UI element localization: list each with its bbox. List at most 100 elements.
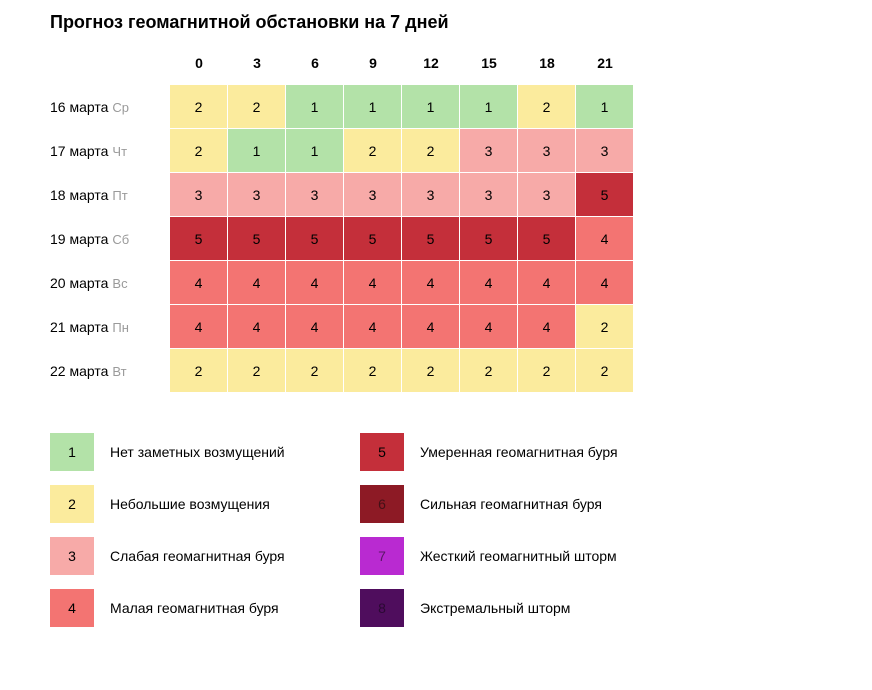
geomagnetic-forecast: Прогноз геомагнитной обстановки на 7 дне… [0, 0, 872, 657]
heatmap-cell: 2 [286, 349, 344, 393]
heatmap-cell: 4 [460, 305, 518, 349]
heatmap-cell: 1 [460, 85, 518, 129]
heatmap-cell: 4 [402, 261, 460, 305]
heatmap-cell: 3 [344, 173, 402, 217]
day-label: 17 марта Чт [50, 143, 170, 159]
hour-header: 18 [518, 55, 576, 71]
legend-label: Умеренная геомагнитная буря [420, 444, 618, 460]
legend-item: 1 Нет заметных возмущений [50, 433, 360, 471]
heatmap-cell: 3 [576, 129, 634, 173]
heatmap-cell: 2 [518, 349, 576, 393]
day-date: 21 марта [50, 319, 108, 335]
legend-label: Жесткий геомагнитный шторм [420, 548, 617, 564]
heatmap-cell: 4 [576, 217, 634, 261]
legend-label: Экстремальный шторм [420, 600, 570, 616]
heatmap-cell: 4 [460, 261, 518, 305]
legend-item: 2 Небольшие возмущения [50, 485, 360, 523]
heatmap-cell: 5 [170, 217, 228, 261]
day-dow: Сб [112, 232, 129, 247]
heatmap-cell: 1 [228, 129, 286, 173]
day-dow: Ср [112, 100, 129, 115]
day-label: 21 марта Пн [50, 319, 170, 335]
heatmap-cell: 4 [518, 261, 576, 305]
heatmap-cell: 5 [286, 217, 344, 261]
hour-header: 9 [344, 55, 402, 71]
hour-header: 21 [576, 55, 634, 71]
day-label: 18 мартаПт [50, 187, 170, 203]
heatmap-cell: 2 [576, 349, 634, 393]
legend-item: 7 Жесткий геомагнитный шторм [360, 537, 670, 575]
day-label: 16 марта Ср [50, 99, 170, 115]
day-dow: Чт [112, 144, 127, 159]
heatmap-cell: 4 [286, 261, 344, 305]
day-dow: Вт [112, 364, 126, 379]
heatmap-cell: 3 [228, 173, 286, 217]
heatmap-cell: 3 [460, 173, 518, 217]
heatmap-cell: 5 [576, 173, 634, 217]
heatmap-cell: 2 [170, 129, 228, 173]
page-title: Прогноз геомагнитной обстановки на 7 дне… [50, 12, 822, 33]
hour-header: 12 [402, 55, 460, 71]
legend-label: Нет заметных возмущений [110, 444, 285, 460]
legend-swatch: 7 [360, 537, 404, 575]
heatmap-cell: 2 [170, 85, 228, 129]
heatmap-cell: 1 [286, 129, 344, 173]
legend-swatch: 2 [50, 485, 94, 523]
heatmap-cell: 1 [344, 85, 402, 129]
legend-swatch: 5 [360, 433, 404, 471]
legend-label: Сильная геомагнитная буря [420, 496, 602, 512]
heatmap-cell: 4 [170, 305, 228, 349]
legend: 1 Нет заметных возмущений 5 Умеренная геома… [50, 433, 822, 627]
heatmap-cell: 2 [228, 349, 286, 393]
heatmap-cell: 4 [228, 261, 286, 305]
day-label: 22 марта Вт [50, 363, 170, 379]
legend-item: 3Слабая геомагнитная буря [50, 537, 360, 575]
legend-swatch: 4 [50, 589, 94, 627]
heatmap-cell: 2 [402, 349, 460, 393]
heatmap-cell: 5 [344, 217, 402, 261]
hour-header: 15 [460, 55, 518, 71]
day-date: 20 марта [50, 275, 108, 291]
heatmap-cell: 4 [402, 305, 460, 349]
heatmap-cell: 3 [518, 129, 576, 173]
heatmap-cell: 4 [576, 261, 634, 305]
day-dow: Пт [112, 188, 127, 203]
legend-swatch: 3 [50, 537, 94, 575]
day-date: 16 марта [50, 99, 108, 115]
heatmap-cell: 2 [576, 305, 634, 349]
heatmap-cell: 1 [576, 85, 634, 129]
heatmap-cell: 5 [460, 217, 518, 261]
hour-header: 6 [286, 55, 344, 71]
hour-header: 3 [228, 55, 286, 71]
day-dow: Вс [112, 276, 127, 291]
heatmap-cell: 4 [344, 261, 402, 305]
heatmap-cell: 3 [460, 129, 518, 173]
heatmap-cell: 2 [344, 129, 402, 173]
legend-item: 5 Умеренная геомагнитная буря [360, 433, 670, 471]
heatmap-cell: 2 [460, 349, 518, 393]
heatmap-cell: 3 [170, 173, 228, 217]
legend-item: 6Сильная геомагнитная буря [360, 485, 670, 523]
heatmap-cell: 3 [518, 173, 576, 217]
day-label: 19 мартаСб [50, 231, 170, 247]
heatmap-cell: 4 [344, 305, 402, 349]
legend-swatch: 1 [50, 433, 94, 471]
legend-swatch: 8 [360, 589, 404, 627]
day-dow: Пн [112, 320, 129, 335]
heatmap-cell: 2 [228, 85, 286, 129]
heatmap-cell: 3 [286, 173, 344, 217]
heatmap-cell: 1 [402, 85, 460, 129]
legend-label: Небольшие возмущения [110, 496, 270, 512]
heatmap-cell: 2 [170, 349, 228, 393]
heatmap-grid: 03691215182116 мартаСр2211112117 мартаЧт… [50, 41, 822, 393]
heatmap-cell: 4 [518, 305, 576, 349]
heatmap-cell: 4 [286, 305, 344, 349]
day-date: 22 марта [50, 363, 108, 379]
heatmap-cell: 4 [170, 261, 228, 305]
heatmap-cell: 1 [286, 85, 344, 129]
legend-label: Малая геомагнитная буря [110, 600, 279, 616]
hour-header: 0 [170, 55, 228, 71]
heatmap-cell: 3 [402, 173, 460, 217]
heatmap-cell: 2 [344, 349, 402, 393]
day-date: 17 марта [50, 143, 108, 159]
